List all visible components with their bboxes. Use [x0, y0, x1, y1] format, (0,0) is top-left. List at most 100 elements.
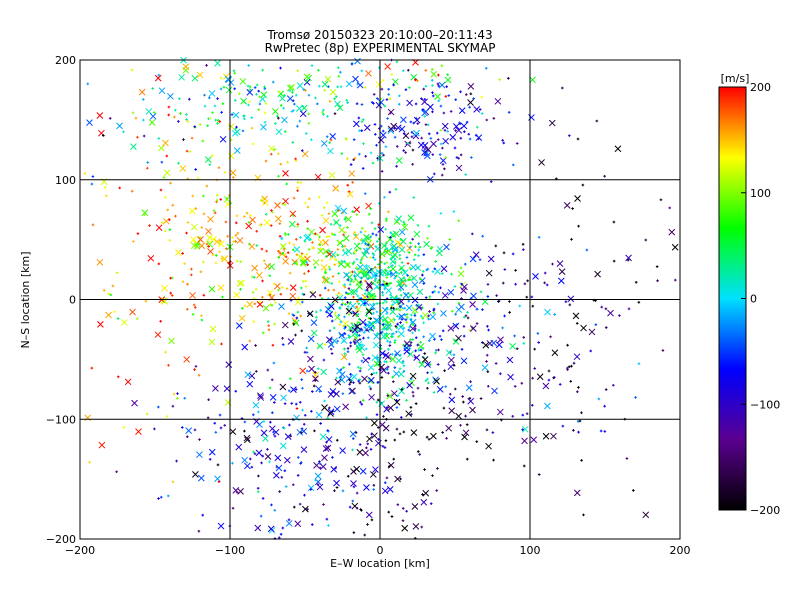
scatter-point: [383, 360, 386, 363]
scatter-point: [272, 428, 280, 436]
scatter-point: [212, 209, 216, 212]
scatter-point: [252, 450, 255, 454]
scatter-point: [597, 397, 601, 401]
scatter-point: [164, 229, 167, 233]
scatter-point: [376, 263, 380, 266]
scatter-point: [359, 467, 367, 475]
scatter-point: [345, 248, 353, 255]
scatter-point: [359, 261, 363, 264]
scatter-point: [277, 174, 280, 178]
scatter-point: [432, 391, 436, 394]
scatter-point: [377, 136, 385, 144]
scatter-point: [420, 97, 423, 100]
scatter-point: [340, 337, 348, 345]
scatter-point: [337, 74, 341, 78]
scatter-point: [297, 296, 300, 300]
scatter-point: [322, 113, 325, 116]
scatter-point: [231, 461, 234, 465]
scatter-point: [130, 68, 134, 72]
scatter-point: [294, 520, 302, 528]
scatter-point: [256, 300, 264, 308]
scatter-point: [281, 116, 288, 124]
scatter-point: [359, 280, 363, 284]
scatter-point: [375, 81, 383, 88]
scatter-point: [570, 364, 573, 368]
scatter-point: [342, 324, 346, 328]
scatter-point: [281, 321, 289, 329]
scatter-point: [186, 221, 190, 224]
scatter-point: [208, 338, 216, 346]
scatter-point: [432, 311, 436, 315]
scatter-point: [404, 284, 408, 288]
scatter-point: [396, 280, 403, 288]
scatter-point: [367, 295, 375, 302]
scatter-point: [287, 312, 291, 315]
scatter-point: [398, 315, 401, 319]
scatter-point: [436, 82, 440, 86]
scatter-point: [282, 197, 289, 205]
scatter-point: [210, 235, 217, 243]
scatter-point: [389, 355, 397, 363]
scatter-point: [387, 348, 390, 351]
scatter-point: [362, 142, 365, 145]
scatter-point: [575, 322, 579, 325]
scatter-point: [521, 242, 525, 246]
scatter-point: [207, 215, 214, 223]
scatter-point: [327, 147, 334, 155]
scatter-point: [453, 285, 457, 288]
scatter-point: [194, 168, 197, 171]
scatter-point: [429, 313, 437, 321]
scatter-point: [384, 353, 392, 361]
scatter-point: [398, 308, 402, 312]
scatter-point: [363, 292, 367, 296]
scatter-point: [235, 125, 238, 129]
scatter-point: [398, 367, 402, 371]
scatter-point: [318, 84, 321, 88]
scatter-point: [296, 310, 300, 314]
scatter-point: [352, 138, 356, 141]
scatter-point: [452, 353, 456, 357]
scatter-point: [179, 112, 182, 115]
scatter-point: [357, 302, 361, 305]
scatter-point: [164, 196, 167, 199]
scatter-point: [356, 81, 364, 89]
scatter-point: [254, 287, 258, 291]
scatter-point: [348, 283, 352, 286]
scatter-point: [165, 415, 169, 418]
scatter-point: [101, 134, 105, 137]
scatter-point: [233, 99, 237, 102]
scatter-point: [313, 371, 317, 374]
scatter-point: [159, 495, 163, 499]
scatter-point: [279, 442, 287, 450]
scatter-point: [312, 384, 316, 388]
scatter-point: [549, 335, 552, 339]
scatter-point: [207, 398, 210, 401]
scatter-point: [402, 220, 406, 224]
scatter-point: [285, 182, 288, 186]
scatter-point: [376, 332, 379, 335]
scatter-point: [235, 490, 239, 494]
scatter-point: [259, 199, 263, 202]
scatter-point: [359, 400, 362, 404]
scatter-point: [246, 84, 250, 88]
scatter-point: [462, 315, 466, 319]
scatter-point: [427, 317, 430, 321]
scatter-point: [338, 226, 346, 234]
scatter-point: [231, 129, 239, 137]
scatter-point: [430, 140, 437, 148]
scatter-point: [321, 404, 328, 412]
scatter-point: [400, 416, 403, 419]
scatter-point: [436, 245, 444, 253]
scatter-point: [109, 293, 113, 297]
scatter-point: [389, 231, 393, 235]
scatter-point: [196, 176, 200, 180]
scatter-point: [514, 282, 517, 286]
scatter-point: [202, 212, 206, 216]
scatter-point: [146, 161, 150, 164]
scatter-point: [588, 328, 596, 336]
scatter-point: [343, 271, 350, 279]
scatter-point: [392, 83, 395, 87]
scatter-point: [335, 486, 339, 489]
scatter-point: [355, 506, 359, 510]
scatter-point: [240, 97, 247, 105]
